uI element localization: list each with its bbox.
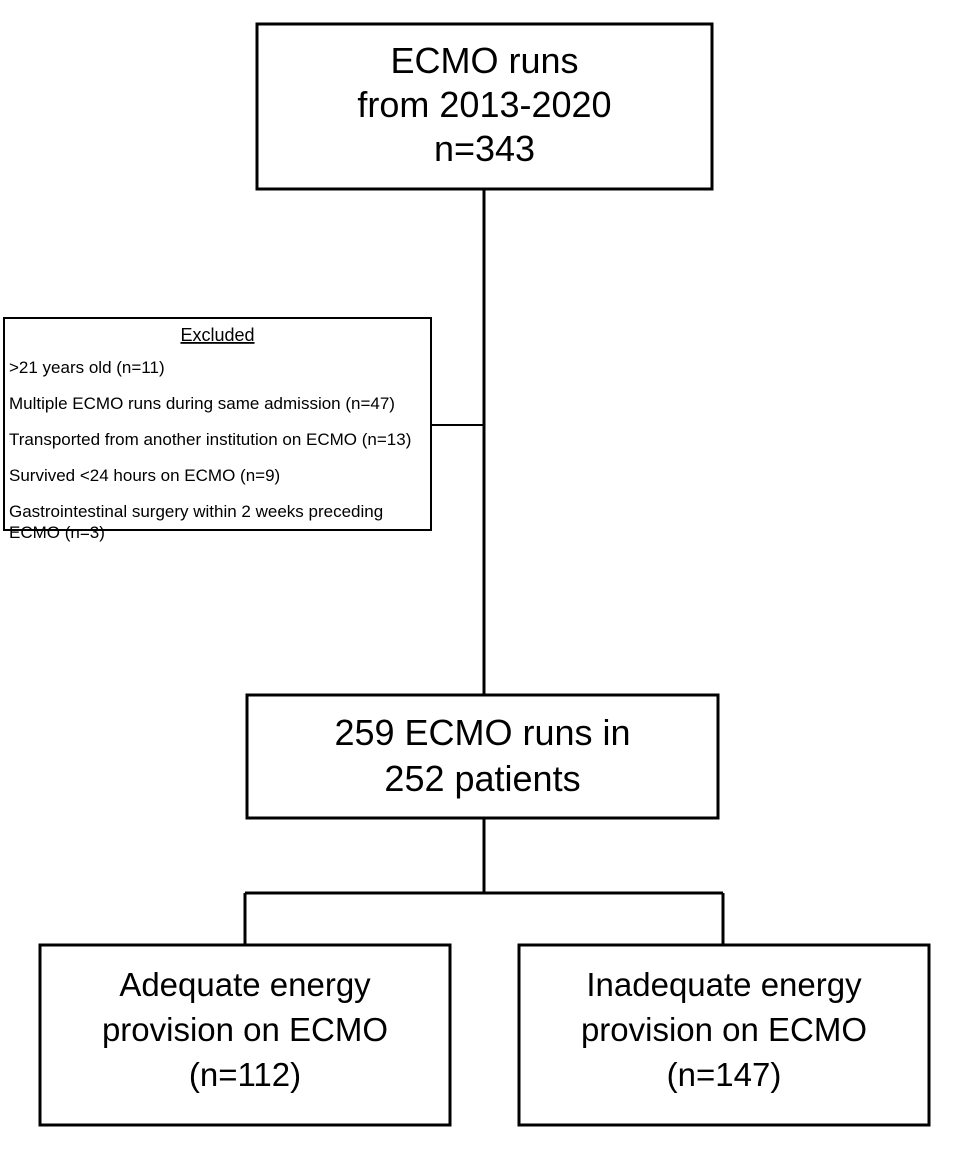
box-top-line: ECMO runs [390, 40, 578, 81]
box-left-line: provision on ECMO [102, 1011, 388, 1048]
excluded-item-line: Transported from another institution on … [9, 430, 411, 449]
box-top-line: from 2013-2020 [357, 84, 611, 125]
box-middle-line: 259 ECMO runs in [334, 712, 630, 753]
box-middle-line: 252 patients [384, 758, 580, 799]
box-excluded [4, 318, 431, 530]
box-left-line: (n=112) [189, 1056, 301, 1093]
box-right-line: provision on ECMO [581, 1011, 867, 1048]
excluded-item-line: Multiple ECMO runs during same admission… [9, 394, 395, 413]
excluded-item-line: ECMO (n=3) [9, 523, 105, 542]
box-right-line: Inadequate energy [586, 966, 862, 1003]
box-right-line: (n=147) [667, 1056, 782, 1093]
excluded-title: Excluded [180, 325, 254, 345]
excluded-item-line: >21 years old (n=11) [9, 358, 165, 377]
excluded-item-line: Survived <24 hours on ECMO (n=9) [9, 466, 280, 485]
box-top-line: n=343 [434, 128, 535, 169]
box-left-line: Adequate energy [119, 966, 371, 1003]
excluded-item-line: Gastrointestinal surgery within 2 weeks … [9, 502, 383, 521]
